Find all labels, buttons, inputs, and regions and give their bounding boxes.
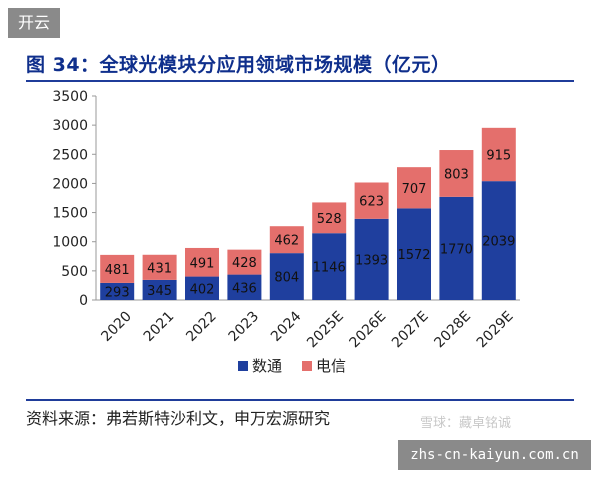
x-tick-label: 2029E	[474, 308, 517, 351]
bar-datacom	[142, 279, 177, 300]
y-tick-label: 2000	[52, 176, 88, 192]
data-label: 707	[402, 182, 427, 197]
legend-label: 电信	[316, 357, 346, 375]
x-tick-label: 2020	[98, 308, 135, 345]
bar-datacom	[269, 253, 304, 300]
x-tick-label: 2025E	[304, 308, 347, 351]
chart-source: 资料来源：弗若斯特沙利文，申万宏源研究	[26, 409, 331, 428]
bar-datacom	[397, 208, 431, 300]
bar-telecom	[481, 127, 516, 182]
x-tick-label: 2023	[226, 308, 263, 345]
x-tick-label: 2022	[183, 308, 220, 345]
data-label: 436	[232, 281, 257, 296]
data-label: 293	[105, 285, 130, 300]
x-tick-label: 2021	[141, 308, 178, 345]
data-label: 491	[190, 256, 215, 271]
site-url[interactable]: zhs-cn-kaiyun.com.cn	[398, 440, 591, 470]
data-label: 462	[274, 234, 299, 249]
data-label: 428	[232, 256, 257, 271]
data-label: 804	[274, 271, 299, 286]
bar-telecom	[227, 249, 262, 275]
bar-telecom	[439, 150, 474, 197]
data-label: 345	[147, 284, 172, 299]
source-rule	[26, 399, 574, 401]
bar-telecom	[354, 182, 389, 219]
bar-telecom	[269, 226, 304, 254]
data-label: 2039	[482, 235, 515, 250]
data-label: 1770	[440, 242, 473, 257]
bar-datacom	[312, 233, 347, 300]
legend-swatch	[238, 361, 248, 371]
brand-badge: 开云	[8, 8, 60, 38]
y-tick-label: 3000	[52, 118, 88, 134]
data-label: 1572	[397, 248, 430, 263]
y-tick-label: 500	[61, 264, 88, 280]
y-tick-label: 2500	[52, 147, 88, 163]
data-label: 623	[359, 195, 384, 210]
x-tick-label: 2024	[268, 308, 305, 345]
data-label: 1146	[313, 261, 346, 276]
bar-datacom	[227, 274, 262, 300]
data-label: 481	[105, 263, 130, 278]
legend-label: 数通	[252, 357, 282, 375]
data-label: 528	[317, 212, 342, 227]
data-label: 1393	[355, 253, 388, 268]
chart-canvas: 0 500 1000 1500 2000 2500 3000 3500 293 481 2020 34…	[52, 89, 520, 375]
bar-datacom	[354, 218, 389, 300]
bar-datacom	[481, 181, 516, 300]
y-tick-label: 3500	[52, 89, 88, 105]
data-label: 803	[444, 167, 469, 182]
bar-telecom	[312, 202, 347, 234]
title-rule	[26, 80, 574, 82]
bar-datacom	[185, 276, 219, 300]
y-tick-label: 1500	[52, 206, 88, 222]
bar-datacom	[439, 196, 474, 300]
x-tick-label: 2026E	[347, 308, 390, 351]
y-tick-label: 1000	[52, 235, 88, 251]
data-label: 431	[147, 261, 172, 276]
x-tick-label: 2027E	[389, 308, 432, 351]
bar-telecom	[100, 254, 135, 283]
chart-title: 图 34：全球光模块分应用领域市场规模（亿元）	[26, 54, 451, 76]
bar-telecom	[185, 247, 219, 277]
bar-telecom	[397, 167, 431, 209]
watermark-text: 雪球：藏卓铭诚	[420, 416, 512, 431]
legend-swatch	[302, 361, 312, 371]
data-label: 402	[190, 282, 215, 297]
y-tick-label: 0	[79, 293, 88, 309]
bar-datacom	[100, 282, 135, 300]
data-label: 915	[486, 148, 511, 163]
bar-telecom	[142, 254, 177, 280]
x-tick-label: 2028E	[431, 308, 474, 351]
